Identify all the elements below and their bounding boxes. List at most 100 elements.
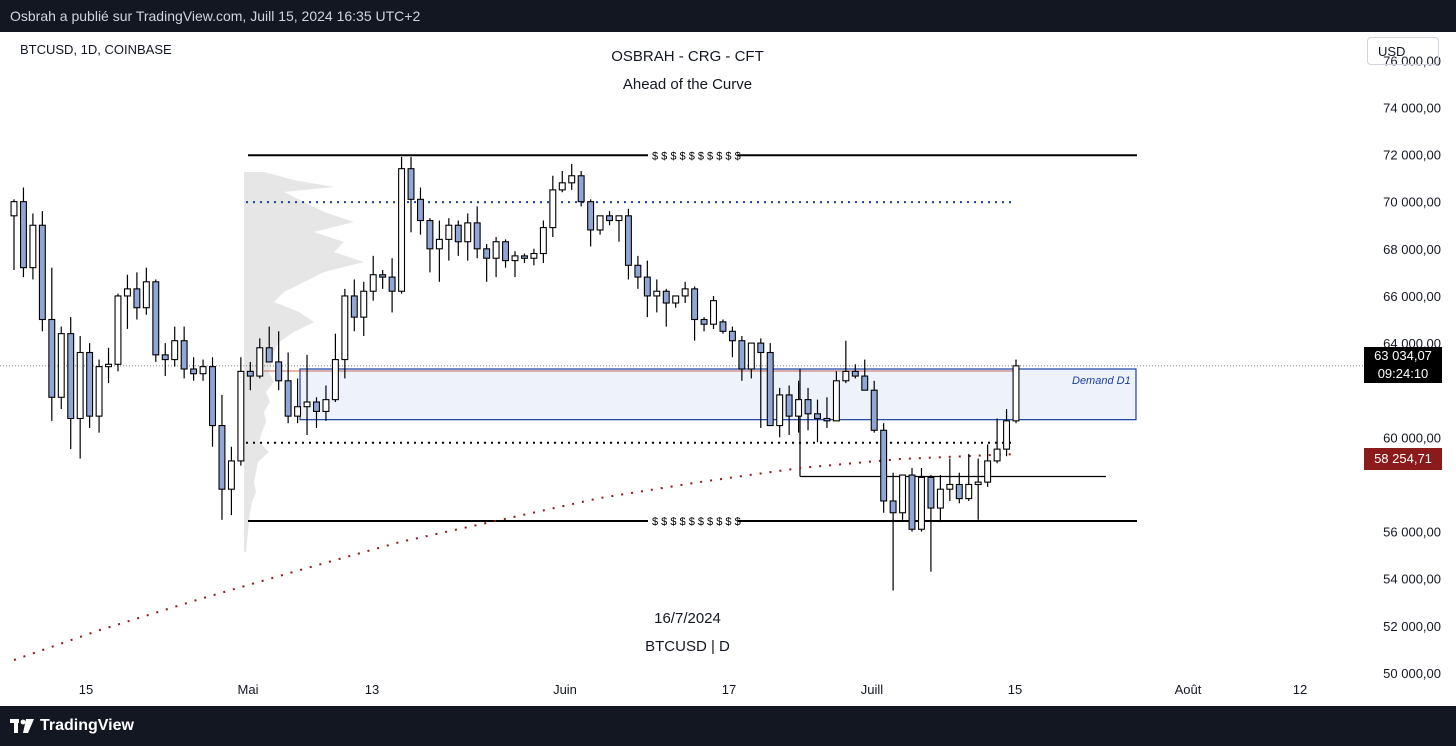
candle [454, 220, 462, 256]
candle-body [152, 281, 160, 356]
candle [1003, 409, 1011, 457]
candle [426, 218, 434, 273]
candle [880, 423, 888, 513]
chart-canvas[interactable]: $ $ $ $ $ $ $ $ $ $ $ $ $ $ $ $ $ $ $ $ 7… [0, 32, 1456, 706]
candle [133, 272, 141, 320]
symbol-info[interactable]: BTCUSD, 1D, COINBASE [20, 42, 172, 57]
candle-body [398, 168, 406, 292]
candle [152, 279, 160, 362]
candle-body [643, 276, 651, 297]
candle [379, 270, 387, 289]
candle-body [237, 370, 245, 462]
candle [86, 343, 94, 428]
candle-body [804, 399, 812, 415]
candle-body [379, 274, 387, 278]
candle [681, 281, 689, 304]
vwap-dotted-curve [13, 453, 1017, 661]
candle-body [435, 238, 443, 250]
candle [568, 163, 576, 190]
candle [965, 453, 973, 501]
candle [57, 326, 65, 410]
chart-area[interactable]: $ $ $ $ $ $ $ $ $ $ $ $ $ $ $ $ $ $ $ $ 7… [0, 32, 1456, 706]
currency-button[interactable]: USD [1367, 37, 1439, 65]
candle [908, 467, 916, 532]
candle [227, 446, 235, 516]
candle-body [814, 413, 821, 420]
candle [360, 281, 368, 337]
candle [114, 293, 122, 372]
time-tick-label: 17 [722, 682, 736, 697]
candle [492, 237, 500, 278]
candle-body [331, 359, 339, 401]
candle [624, 208, 632, 280]
time-tick-label: Juill [861, 682, 884, 697]
candle-body [558, 182, 566, 191]
candle-body [38, 224, 46, 321]
candle [776, 387, 784, 438]
candle [199, 359, 207, 381]
candle [265, 326, 273, 363]
candle-body [785, 394, 793, 417]
time-axis[interactable]: 15 Mai 13 Juin 17 Juill 15 Août 12 [79, 682, 1307, 697]
candle [795, 380, 803, 433]
top-liquidity-marker: $ $ $ $ $ $ $ $ $ $ [652, 150, 741, 162]
candle-body [67, 333, 75, 420]
candle [823, 397, 831, 428]
candle-body [105, 363, 113, 368]
candle-body [171, 340, 179, 361]
candle-body [57, 333, 65, 398]
candle-body [161, 354, 169, 361]
candle [76, 336, 84, 459]
price-levels: $ $ $ $ $ $ $ $ $ $ $ $ $ $ $ $ $ $ $ $ [0, 150, 1364, 661]
candle-body [965, 483, 973, 500]
candle [719, 319, 727, 334]
candle [123, 274, 131, 329]
candle-body [76, 351, 84, 420]
candle [728, 326, 736, 358]
candle [917, 467, 925, 532]
candle-body [899, 474, 907, 514]
candle [19, 187, 27, 278]
candle-body [549, 189, 557, 229]
chart-subtitle: Ahead of the Curve [622, 76, 753, 93]
candle [851, 364, 859, 379]
candle [464, 213, 472, 261]
candle-body [691, 288, 699, 321]
candle-body [587, 201, 595, 231]
candle [984, 444, 992, 487]
candle-body [275, 361, 283, 382]
candle-body [86, 351, 94, 417]
candle [473, 206, 481, 259]
candle [870, 380, 878, 433]
candle-body [700, 318, 708, 325]
candle-body [974, 481, 982, 486]
candle-body [483, 248, 491, 259]
candle-body [407, 168, 415, 200]
candle [653, 279, 661, 313]
candle [407, 156, 415, 233]
candle-body [889, 500, 897, 514]
volume-profile [244, 172, 364, 552]
candle-body [303, 401, 311, 408]
candle [209, 357, 216, 447]
candle-body [511, 255, 519, 262]
candle [29, 213, 37, 280]
candle [502, 239, 510, 268]
candle-body [426, 219, 434, 250]
price-tick-label: 74 000,00 [1383, 100, 1441, 115]
candle-body [624, 215, 632, 266]
candle [955, 472, 963, 504]
candle-body [464, 222, 472, 243]
candle-body [114, 295, 122, 365]
candle [634, 255, 642, 289]
current-price-label: 63 034,07 [1364, 347, 1442, 365]
candle-body [908, 474, 916, 530]
candle-body [502, 241, 510, 262]
candle [218, 394, 226, 520]
tradingview-logo[interactable]: TradingView [10, 717, 134, 735]
price-tick-label: 70 000,00 [1383, 195, 1441, 210]
candle-body [29, 224, 37, 269]
candle-body [1003, 420, 1011, 450]
time-tick-label: 15 [79, 682, 93, 697]
candle-body [265, 347, 273, 363]
